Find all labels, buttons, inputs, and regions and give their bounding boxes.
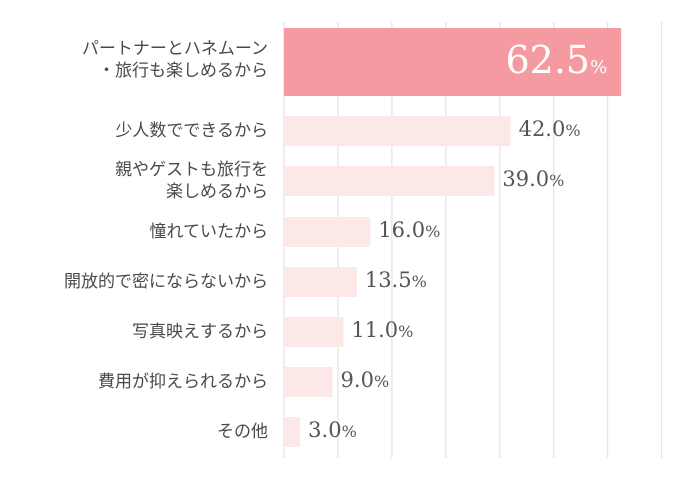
data-label-value: 3.0 xyxy=(308,418,342,442)
bar xyxy=(284,217,371,247)
data-label-unit: % xyxy=(398,322,414,341)
data-label-unit: % xyxy=(565,121,581,140)
data-label: 13.5% xyxy=(365,268,427,292)
data-label-value: 62.5 xyxy=(505,38,591,82)
bar xyxy=(284,267,357,297)
data-label: 11.0% xyxy=(351,318,413,342)
category-label: 開放的で密にならないから xyxy=(64,272,268,292)
data-label: 9.0% xyxy=(341,368,390,392)
bar xyxy=(284,166,495,196)
data-label-unit: % xyxy=(425,222,441,241)
bar xyxy=(284,317,344,347)
data-label: 16.0% xyxy=(378,218,440,242)
data-label: 39.0% xyxy=(502,167,564,191)
bar xyxy=(284,28,622,96)
data-label: 3.0% xyxy=(308,418,357,442)
data-label-unit: % xyxy=(590,57,608,78)
data-label: 62.5% xyxy=(505,38,607,82)
data-label-value: 11.0 xyxy=(351,318,399,342)
bar xyxy=(284,417,301,447)
data-label-value: 9.0 xyxy=(340,368,374,392)
data-label-unit: % xyxy=(549,171,565,190)
data-label-unit: % xyxy=(411,272,427,291)
data-label-value: 42.0 xyxy=(518,117,566,141)
category-label: 親やゲストも旅行を 楽しめるから xyxy=(115,160,268,202)
data-label-value: 13.5 xyxy=(364,268,412,292)
category-label: 憧れていたから xyxy=(149,222,269,242)
data-label-unit: % xyxy=(373,372,390,391)
category-label: パートナーとハネムーン ・旅行も楽しめるから xyxy=(81,39,268,81)
category-label: 写真映えするから xyxy=(132,322,268,342)
data-label-value: 39.0 xyxy=(502,167,550,191)
bar xyxy=(284,367,333,397)
category-label: その他 xyxy=(217,422,268,442)
data-label-unit: % xyxy=(341,422,357,441)
data-label-value: 16.0 xyxy=(378,218,426,242)
category-label: 費用が抑えられるから xyxy=(98,372,268,392)
bar xyxy=(284,116,511,146)
category-label: 少人数でできるから xyxy=(115,121,268,141)
data-label: 42.0% xyxy=(519,117,581,141)
